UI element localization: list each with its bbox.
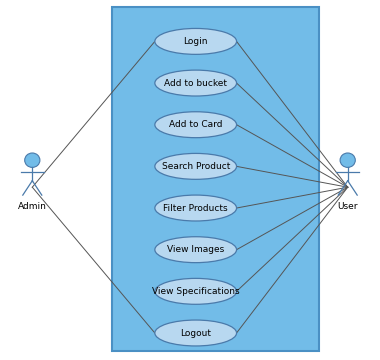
FancyBboxPatch shape	[112, 7, 319, 351]
Ellipse shape	[155, 320, 236, 346]
Text: Filter Products: Filter Products	[163, 203, 228, 212]
Text: View Images: View Images	[167, 245, 224, 254]
Ellipse shape	[155, 70, 236, 96]
Text: Admin: Admin	[18, 202, 47, 211]
Ellipse shape	[155, 153, 236, 179]
Text: Logout: Logout	[180, 329, 211, 338]
Text: Login: Login	[184, 37, 208, 46]
Ellipse shape	[155, 112, 236, 138]
Ellipse shape	[155, 278, 236, 304]
Text: Add to Card: Add to Card	[169, 120, 222, 129]
Ellipse shape	[155, 237, 236, 263]
Circle shape	[25, 153, 40, 167]
Text: View Specifications: View Specifications	[152, 287, 239, 296]
Ellipse shape	[155, 195, 236, 221]
Text: Add to bucket: Add to bucket	[164, 78, 227, 87]
Text: Search Product: Search Product	[162, 162, 230, 171]
Text: User: User	[337, 202, 358, 211]
Ellipse shape	[155, 28, 236, 54]
Circle shape	[340, 153, 355, 167]
